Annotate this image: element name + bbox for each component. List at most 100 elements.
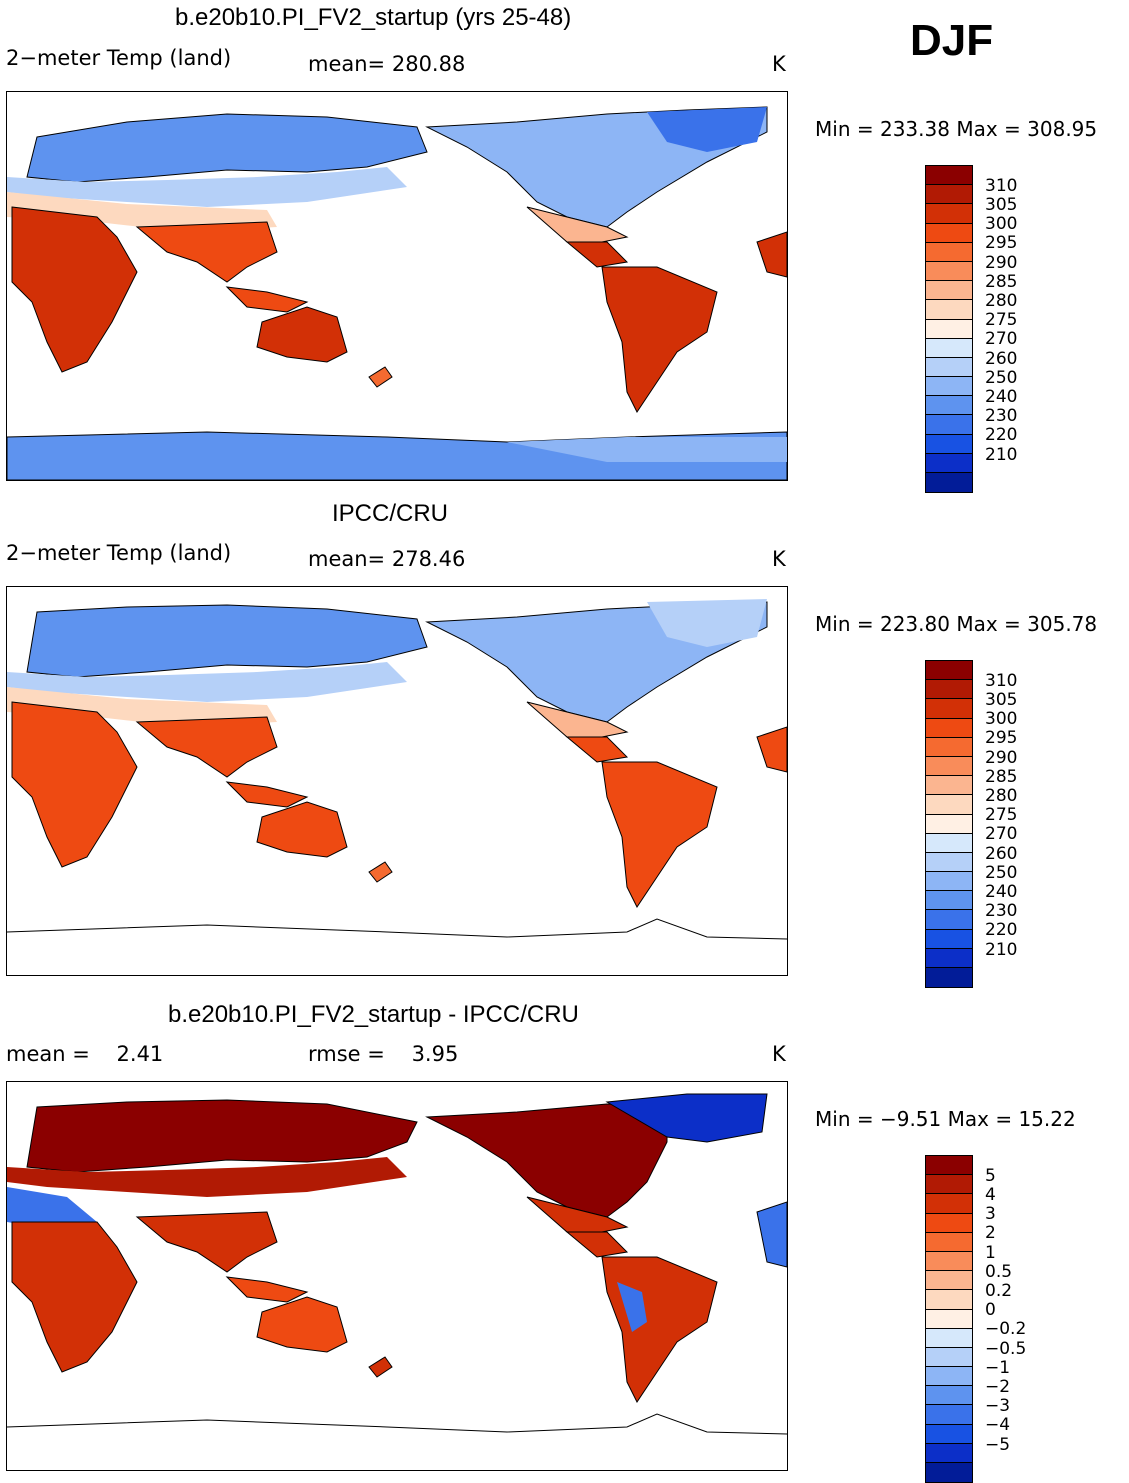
- colorbar-level: 5: [985, 1165, 996, 1186]
- colorbar-level: 220: [985, 920, 1018, 941]
- colorbar-swatch: [926, 910, 972, 930]
- colorbar-swatch: [926, 737, 972, 757]
- colorbar-level: 305: [985, 194, 1018, 215]
- colorbar-swatch: [926, 357, 972, 378]
- colorbar-level: 220: [985, 425, 1018, 446]
- colorbar-swatch: [926, 852, 972, 873]
- colorbar-level: 300: [985, 709, 1018, 730]
- colorbar-level: 285: [985, 766, 1018, 787]
- colorbar-swatch: [926, 1194, 972, 1214]
- colorbar-swatch: [926, 1251, 972, 1272]
- min-max: Min = 223.80 Max = 305.78: [815, 612, 1098, 636]
- colorbar-level: −0.5: [985, 1338, 1027, 1359]
- panel-title: IPCC/CRU: [332, 500, 449, 527]
- colorbar-swatch: [926, 718, 972, 738]
- stat-label: mean= 280.88: [308, 52, 466, 76]
- colorbar-level: 1: [985, 1242, 996, 1263]
- colorbar-level: −0.2: [985, 1319, 1027, 1340]
- units-label: K: [772, 52, 786, 76]
- colorbar-swatch: [926, 1386, 972, 1406]
- colorbar-level: 4: [985, 1184, 996, 1205]
- colorbar-swatch: [926, 1271, 972, 1291]
- colorbar-level: 210: [985, 939, 1018, 960]
- colorbar: [925, 660, 973, 989]
- colorbar-level: 275: [985, 805, 1018, 826]
- colorbar-swatch: [926, 473, 972, 493]
- panel-title: b.e20b10.PI_FV2_startup (yrs 25-48): [175, 4, 572, 31]
- colorbar-level: 290: [985, 252, 1018, 273]
- colorbar-level: −4: [985, 1415, 1011, 1436]
- colorbar-level: 295: [985, 728, 1018, 749]
- colorbar-swatch: [926, 814, 972, 834]
- min-max: Min = −9.51 Max = 15.22: [815, 1107, 1076, 1131]
- colorbar-swatch: [926, 1424, 972, 1444]
- colorbar-swatch: [926, 434, 972, 454]
- colorbar-level: −3: [985, 1396, 1011, 1417]
- colorbar-swatch: [926, 661, 972, 681]
- colorbar-level: 250: [985, 367, 1018, 388]
- colorbar-swatch: [926, 204, 972, 224]
- colorbar-swatch: [926, 300, 972, 320]
- colorbar-level: 260: [985, 348, 1018, 369]
- colorbar-level: 310: [985, 670, 1018, 691]
- world-map: [7, 1093, 787, 1435]
- colorbar-swatch: [926, 185, 972, 205]
- colorbar-swatch: [926, 319, 972, 339]
- colorbar-swatch: [926, 242, 972, 262]
- colorbar-level: 305: [985, 689, 1018, 710]
- colorbar-level: 285: [985, 271, 1018, 292]
- colorbar-level: 270: [985, 824, 1018, 845]
- colorbar-level: 240: [985, 881, 1018, 902]
- colorbar-level: 3: [985, 1204, 996, 1225]
- season-label: DJF: [910, 16, 994, 65]
- colorbar-swatch: [926, 166, 972, 186]
- map-model: [6, 91, 788, 481]
- colorbar-swatch: [926, 1367, 972, 1387]
- colorbar-swatch: [926, 1175, 972, 1195]
- colorbar-level: 0.5: [985, 1261, 1013, 1282]
- colorbar: [925, 1155, 973, 1483]
- map-obs: [6, 586, 788, 976]
- units-label: K: [772, 547, 786, 571]
- colorbar-swatch: [926, 699, 972, 719]
- colorbar-level: 270: [985, 329, 1018, 350]
- colorbar-level: 280: [985, 290, 1018, 311]
- colorbar-swatch: [926, 377, 972, 397]
- colorbar-swatch: [926, 891, 972, 911]
- colorbar-swatch: [926, 1443, 972, 1463]
- min-max: Min = 233.38 Max = 308.95: [815, 117, 1098, 141]
- colorbar-swatch: [926, 338, 972, 358]
- colorbar-swatch: [926, 1405, 972, 1425]
- colorbar-level: 0: [985, 1300, 996, 1321]
- colorbar-swatch: [926, 872, 972, 892]
- colorbar-swatch: [926, 1156, 972, 1176]
- colorbar-swatch: [926, 929, 972, 949]
- colorbar-swatch: [926, 1309, 972, 1329]
- colorbar-level: 230: [985, 901, 1018, 922]
- stat-label: mean= 278.46: [308, 547, 466, 571]
- colorbar-level: −5: [985, 1434, 1011, 1455]
- stat-value: 3.95: [411, 1042, 459, 1066]
- colorbar-swatch: [926, 396, 972, 416]
- colorbar-level: 0.2: [985, 1280, 1013, 1301]
- stat-label: rmse = 3.95: [308, 1042, 459, 1066]
- colorbar-level: 260: [985, 843, 1018, 864]
- colorbar-swatch: [926, 261, 972, 282]
- world-map: [7, 599, 787, 940]
- colorbar-swatch: [926, 948, 972, 968]
- colorbar-swatch: [926, 1328, 972, 1348]
- colorbar-swatch: [926, 1347, 972, 1368]
- stat-value: 280.88: [391, 52, 466, 76]
- colorbar: [925, 165, 973, 494]
- colorbar-swatch: [926, 1232, 972, 1252]
- colorbar-swatch: [926, 833, 972, 853]
- field-label: 2−meter Temp (land): [6, 46, 232, 70]
- colorbar-swatch: [926, 756, 972, 777]
- colorbar-swatch: [926, 223, 972, 243]
- mean-value: 2.41: [116, 1042, 164, 1066]
- colorbar-swatch: [926, 1290, 972, 1310]
- colorbar-level: 280: [985, 785, 1018, 806]
- world-map: [7, 106, 787, 480]
- colorbar-level: 295: [985, 233, 1018, 254]
- map-diff: [6, 1081, 788, 1471]
